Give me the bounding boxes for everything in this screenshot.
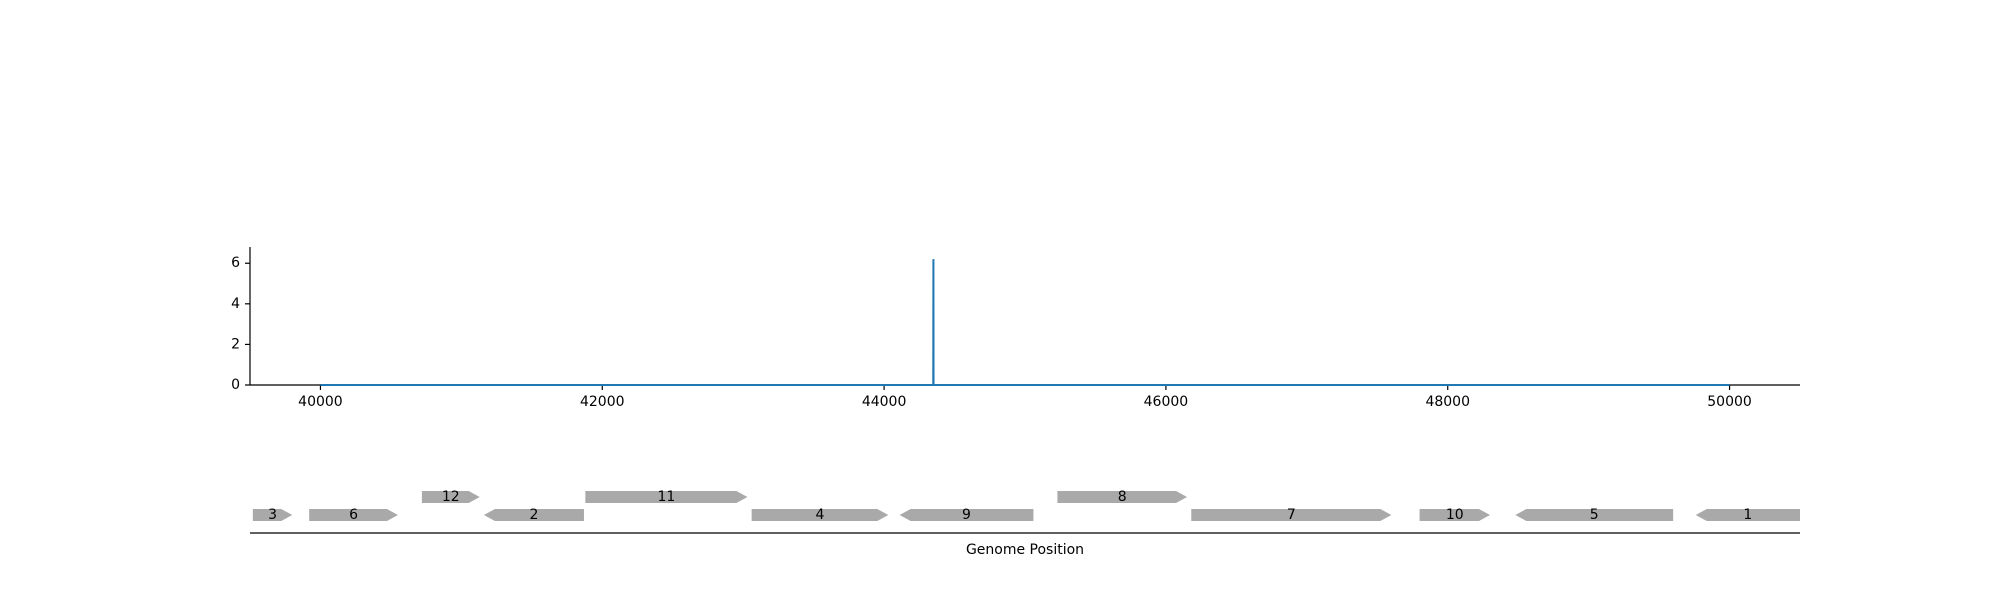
x-tick-label: 40000	[298, 394, 343, 410]
x-ticks: 40000 42000 44000 46000 48000 50000	[298, 385, 1752, 410]
y-tick-label: 6	[231, 255, 240, 271]
x-tick-label: 50000	[1707, 394, 1752, 410]
gene-label: 2	[529, 507, 538, 523]
gene-label: 10	[1446, 507, 1464, 523]
gene-arrow	[309, 509, 398, 521]
gene-arrow	[585, 491, 748, 503]
gene-label: 7	[1287, 507, 1296, 523]
gene-label: 6	[349, 507, 358, 523]
gene-label: 11	[657, 489, 675, 505]
y-tick-label: 2	[231, 336, 240, 352]
gene-label: 3	[268, 507, 277, 523]
gene-arrow	[1419, 509, 1490, 521]
gene-arrow	[1057, 491, 1188, 503]
gene-arrows: 3 6 12 2 11 4 9 8 7 10 5 1	[252, 489, 1800, 523]
gene-label: 1	[1743, 507, 1752, 523]
gene-label: 8	[1118, 489, 1127, 505]
gene-arrow	[483, 509, 584, 521]
coverage-plot: 0 2 4 6 40000 42000 44000 46000 48000 50000	[231, 247, 1800, 410]
gene-label: 9	[962, 507, 971, 523]
gene-arrow	[1695, 509, 1800, 521]
gene-track: 3 6 12 2 11 4 9 8 7 10 5 1 Genome Position	[250, 489, 1800, 558]
x-tick-label: 48000	[1425, 394, 1470, 410]
gene-arrow	[1515, 509, 1674, 521]
gene-arrow	[421, 491, 480, 503]
y-ticks: 0 2 4 6	[231, 255, 250, 393]
gene-arrow	[1191, 509, 1392, 521]
y-tick-label: 4	[231, 296, 240, 312]
x-tick-label: 44000	[862, 394, 907, 410]
gene-arrow	[252, 509, 293, 521]
gene-track-x-axis-title: Genome Position	[966, 542, 1084, 558]
x-tick-label: 42000	[580, 394, 625, 410]
gene-label: 12	[442, 489, 460, 505]
gene-label: 4	[816, 507, 825, 523]
gene-label: 5	[1590, 507, 1599, 523]
coverage-series-line	[320, 259, 1730, 386]
x-tick-label: 46000	[1144, 394, 1189, 410]
gene-arrow	[899, 509, 1034, 521]
y-tick-label: 0	[231, 377, 240, 393]
gene-arrow	[751, 509, 889, 521]
